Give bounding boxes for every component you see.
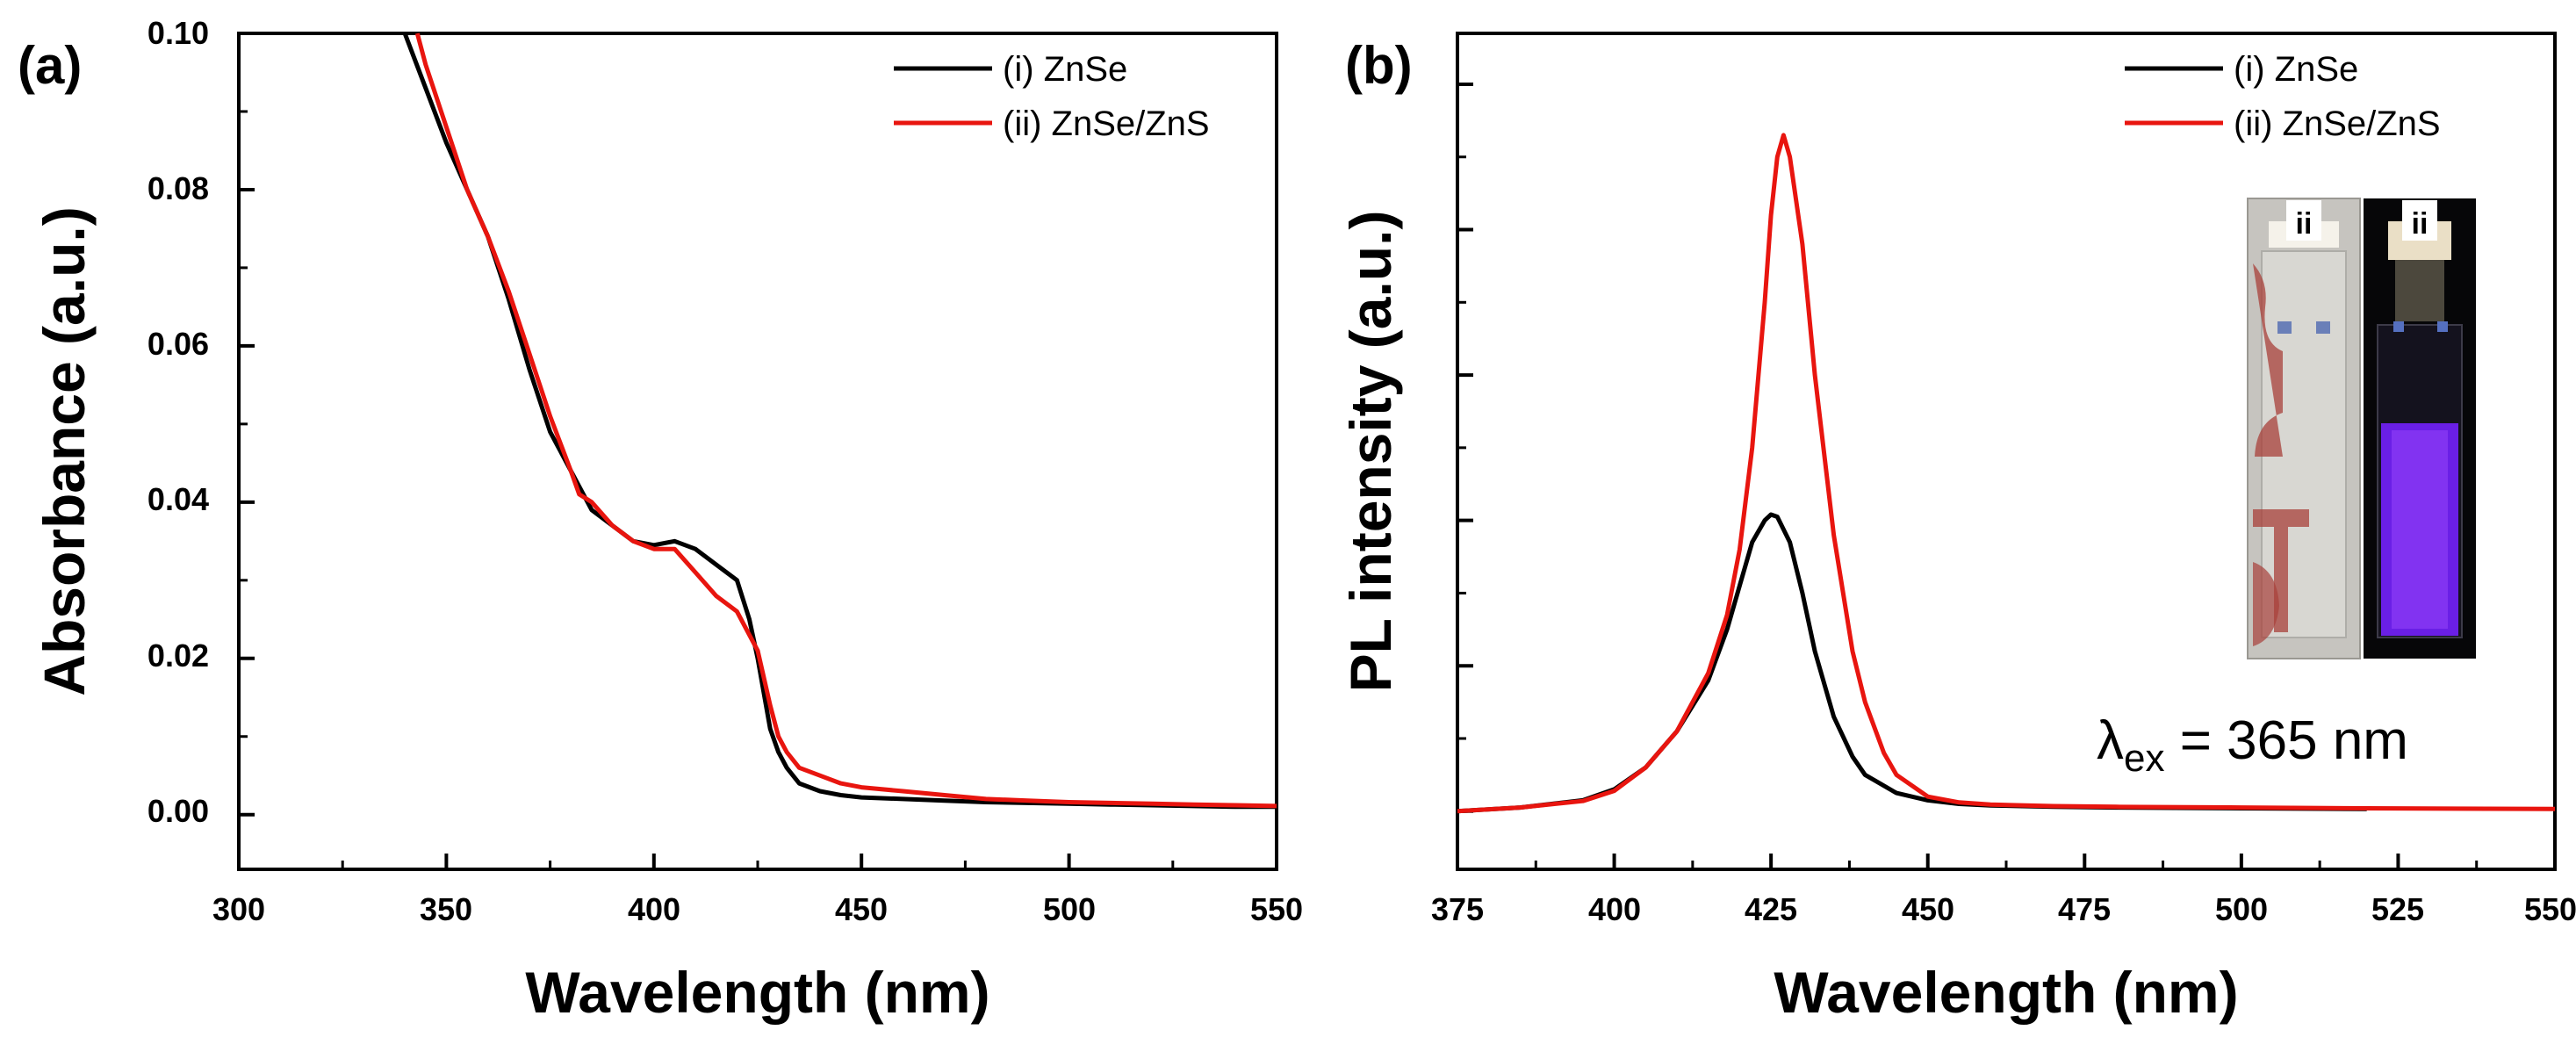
b-x-tick-label: 375 (1431, 891, 1484, 927)
b-x-tick-label: 475 (2058, 891, 2111, 927)
panel-b-y-axis-title: PL intensity (a.u.) (1338, 211, 1403, 693)
lambda-symbol: λ (2097, 710, 2124, 771)
a-y-tick-label: 0.04 (148, 481, 209, 517)
panel-b-legend: (i) ZnSe (ii) ZnSe/ZnS (2125, 50, 2441, 143)
panel-a-x-tick-labels: 300 350 400 450 500 550 (212, 891, 1303, 927)
panel-a-y-axis-title: Absorbance (a.u.) (32, 206, 97, 695)
legend-label-zn-se-zns: (ii) ZnSe/ZnS (1003, 104, 1210, 143)
panel-b-x-tick-labels: 375 400 425 450 475 500 525 550 (1431, 891, 2576, 927)
a-y-tick-label: 0.02 (148, 638, 209, 674)
panel-a-ticks (237, 32, 1278, 869)
legend-label-zn-se: (i) ZnSe (1003, 50, 1127, 89)
a-x-tick-label: 300 (212, 891, 265, 927)
a-y-tick-label: 0.06 (148, 326, 209, 362)
a-y-tick-label: 0.00 (148, 793, 209, 829)
panel-a-label: (a) (18, 36, 82, 95)
inset-label-ii-daylight: ii (2296, 207, 2313, 241)
panel-a-plot-frame (237, 32, 1278, 871)
panel-a-x-axis-title: Wavelength (nm) (525, 960, 989, 1025)
legend-label-zn-se-zns: (ii) ZnSe/ZnS (2234, 104, 2441, 143)
a-x-tick-label: 550 (1250, 891, 1303, 927)
a-series-line-0 (402, 32, 1277, 810)
b-x-tick-label: 525 (2371, 891, 2424, 927)
a-x-tick-label: 400 (628, 891, 680, 927)
cuvette-inset-photo: ii ii (2247, 198, 2476, 659)
b-x-tick-label: 550 (2524, 891, 2576, 927)
b-x-tick-label: 450 (1902, 891, 1954, 927)
inset-label-ii-uv: ii (2412, 207, 2428, 241)
excitation-wavelength-annotation: λex = 365 nm (2097, 710, 2408, 780)
logo-fragment-t (2253, 509, 2309, 632)
logo-fragment-s (2253, 263, 2283, 457)
panel-b-series-group (1457, 133, 2556, 814)
a-y-tick-label: 0.10 (148, 15, 209, 51)
b-x-tick-label: 500 (2215, 891, 2268, 927)
b-x-tick-label: 425 (1745, 891, 1797, 927)
b-series-line-1 (1457, 133, 2556, 814)
panel-b-label: (b) (1345, 36, 1413, 95)
panel-b-ticks (1456, 82, 2557, 869)
lambda-subscript: ex (2124, 737, 2164, 780)
a-x-tick-label: 350 (420, 891, 472, 927)
legend-label-zn-se: (i) ZnSe (2234, 50, 2358, 89)
a-series-line-1 (414, 32, 1277, 809)
panel-b-pl-chart: (b) 375 400 425 450 475 500 525 550 Wave… (1338, 32, 2576, 1025)
panel-a-series-group (402, 32, 1277, 810)
a-x-tick-label: 500 (1043, 891, 1096, 927)
a-y-tick-label: 0.08 (148, 170, 209, 206)
panel-b-x-axis-title: Wavelength (nm) (1774, 960, 2238, 1025)
a-x-tick-label: 450 (835, 891, 888, 927)
excitation-value: = 365 nm (2164, 710, 2407, 771)
panel-a-legend: (i) ZnSe (ii) ZnSe/ZnS (894, 50, 1210, 143)
b-x-tick-label: 400 (1588, 891, 1641, 927)
panel-a-y-tick-labels: 0.00 0.02 0.04 0.06 0.08 0.10 (148, 15, 209, 829)
panel-a-absorbance-chart: (a) 0.00 0.02 0.04 0.06 0.08 0.10 300 35… (18, 15, 1303, 1025)
